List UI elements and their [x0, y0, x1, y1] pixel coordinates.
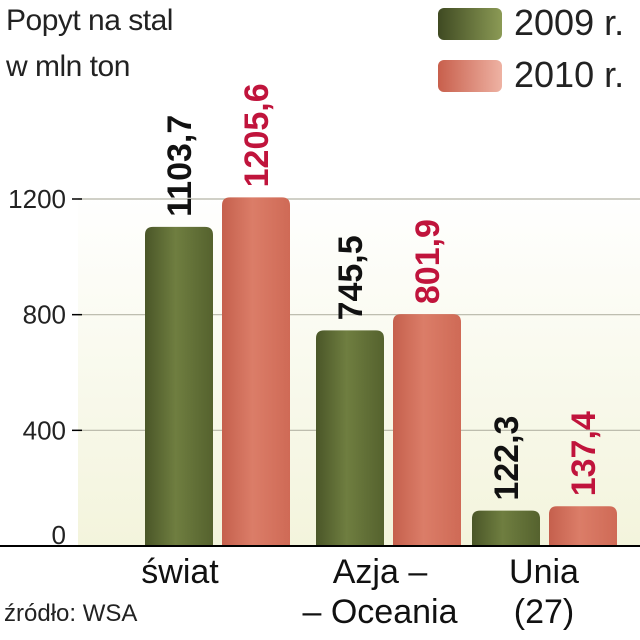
bars: [145, 197, 617, 547]
category-label-azja-oceania: Azja – – Oceania: [280, 552, 480, 632]
category-label-unia-line-1: Unia: [509, 553, 579, 591]
category-label-swiat-line-1: świat: [141, 553, 219, 591]
bar-unia-2009: [472, 510, 540, 546]
legend-swatch-2009: [438, 8, 502, 40]
bar-azja-oceania-2010: [393, 314, 461, 546]
y-tick-label-800: 800: [23, 300, 66, 330]
legend-label-2010: 2010 r.: [514, 54, 625, 95]
data-label-azja-oceania-2009: 745,5: [332, 235, 370, 320]
data-label-unia-2010: 137,4: [565, 411, 603, 496]
data-label-swiat-2009: 1103,7: [161, 115, 199, 217]
data-label-azja-oceania-2010: 801,9: [409, 219, 447, 304]
legend-label-2009: 2009 r.: [514, 2, 625, 43]
data-label-unia-2009: 122,3: [488, 416, 526, 501]
legend-swatch-2010: [438, 60, 502, 92]
y-tick-label-1200: 1200: [8, 184, 66, 214]
y-tick-label-400: 400: [23, 415, 66, 445]
bar-unia-2010: [549, 506, 617, 546]
source-note: źródło: WSA: [4, 600, 138, 627]
chart-title-line-1: Popyt na stal: [6, 4, 173, 37]
bar-swiat-2009: [145, 226, 213, 547]
category-label-azja-oceania-line-2: – Oceania: [302, 593, 458, 631]
data-label-swiat-2010: 1205,6: [238, 83, 276, 187]
y-ticks: 0 400 800 1200: [8, 184, 82, 550]
bar-labels: 1103,7 745,5 122,3 1205,6 801,9 137,4: [161, 83, 603, 500]
category-label-swiat: świat: [80, 552, 280, 592]
category-label-unia-line-2: (27): [513, 593, 575, 631]
chart-title-line-2: w mln ton: [6, 50, 130, 83]
y-tick-label-0: 0: [52, 520, 66, 550]
bar-swiat-2010: [222, 197, 290, 546]
category-label-unia: Unia (27): [448, 552, 640, 632]
bar-azja-oceania-2009: [316, 330, 384, 546]
category-label-azja-oceania-line-1: Azja –: [332, 553, 428, 591]
